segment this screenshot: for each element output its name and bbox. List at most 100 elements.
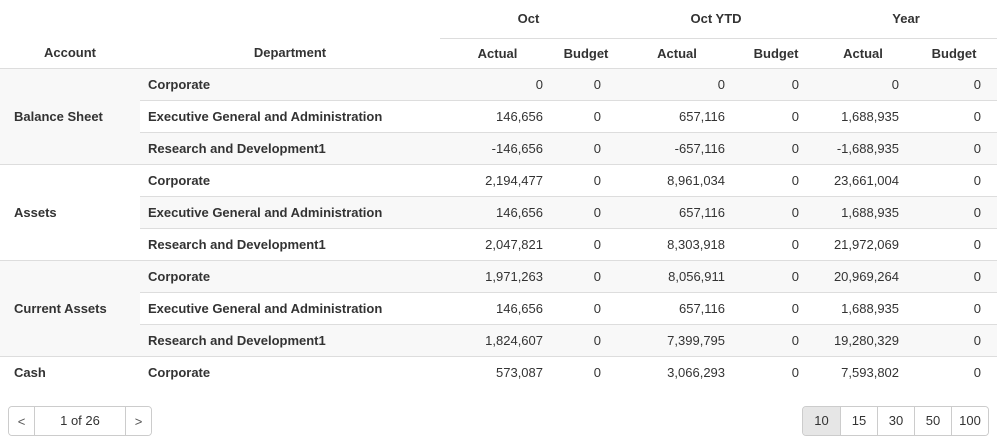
value-cell: -146,656 — [440, 131, 555, 164]
account-cell: Assets — [0, 163, 140, 260]
value-cell: 1,824,607 — [440, 323, 555, 356]
column-group-row: Oct Oct YTD Year — [0, 0, 997, 39]
value-cell: 2,194,477 — [440, 163, 555, 196]
value-cell: 2,047,821 — [440, 227, 555, 260]
column-header-oct-budget: Budget — [555, 38, 618, 69]
page-size-button-50[interactable]: 50 — [914, 407, 951, 435]
column-group-spacer — [0, 0, 440, 38]
account-cell: Cash — [0, 355, 140, 388]
value-cell: 0 — [911, 323, 997, 356]
column-group-oct-ytd: Oct YTD — [617, 0, 816, 39]
value-cell: 23,661,004 — [815, 163, 912, 196]
value-cell: 7,593,802 — [815, 355, 912, 388]
chevron-right-icon: > — [134, 413, 143, 429]
value-cell: 3,066,293 — [617, 355, 738, 388]
value-cell: 0 — [911, 355, 997, 388]
value-cell: 0 — [737, 99, 816, 132]
value-cell: 0 — [555, 227, 618, 260]
value-cell: 1,688,935 — [815, 195, 912, 228]
department-cell: Executive General and Administration — [140, 195, 440, 228]
value-cell: 0 — [911, 163, 997, 196]
value-cell: 0 — [911, 67, 997, 100]
value-cell: 0 — [737, 195, 816, 228]
value-cell: 0 — [555, 131, 618, 164]
value-cell: 0 — [911, 259, 997, 292]
value-cell: 146,656 — [440, 195, 555, 228]
value-cell: 0 — [555, 163, 618, 196]
value-cell: 1,688,935 — [815, 99, 912, 132]
value-cell: 0 — [737, 259, 816, 292]
value-cell: 0 — [617, 67, 738, 100]
value-cell: 657,116 — [617, 195, 738, 228]
table-row[interactable]: Assets Corporate 2,194,477 0 8,961,034 0 23,66… — [0, 163, 997, 260]
value-cell: -657,116 — [617, 131, 738, 164]
table-header: Oct Oct YTD Year Account Department Actu… — [0, 0, 997, 69]
value-cell: 0 — [555, 195, 618, 228]
value-cell: 0 — [737, 227, 816, 260]
table-row[interactable]: Executive General and Administration 146,… — [0, 195, 997, 228]
value-cell: 0 — [737, 131, 816, 164]
page-size-group: 10 15 30 50 100 — [802, 406, 989, 436]
value-cell: 0 — [911, 131, 997, 164]
value-cell: 0 — [555, 323, 618, 356]
table-row[interactable]: Executive General and Administration 146,… — [0, 291, 997, 324]
pager: < 1 of 26 > — [8, 406, 152, 436]
value-cell: 8,961,034 — [617, 163, 738, 196]
table-row[interactable]: Cash Corporate 573,087 0 3,066,293 0 7,593,802… — [0, 355, 997, 388]
column-header-account: Account — [0, 38, 140, 69]
column-header-year-actual: Actual — [815, 38, 912, 69]
value-cell: 0 — [555, 259, 618, 292]
table-row[interactable]: Executive General and Administration 146,… — [0, 99, 997, 132]
value-cell: 0 — [815, 67, 912, 100]
table-row[interactable]: Research and Development1 1,824,607 0 7,399… — [0, 323, 997, 356]
department-cell: Executive General and Administration — [140, 291, 440, 324]
value-cell: 0 — [555, 99, 618, 132]
chevron-left-icon: < — [17, 413, 26, 429]
pager-label: 1 of 26 — [60, 413, 100, 428]
page-size-button-10[interactable]: 10 — [803, 407, 840, 435]
table-row[interactable]: Balance Sheet Corporate 0 0 0 0 0 0 — [0, 67, 997, 164]
page-size-button-30[interactable]: 30 — [877, 407, 914, 435]
value-cell: 0 — [737, 163, 816, 196]
column-header-year-budget: Budget — [911, 38, 997, 69]
table-row[interactable]: Research and Development1 2,047,821 0 8,303… — [0, 227, 997, 260]
value-cell: 8,056,911 — [617, 259, 738, 292]
value-cell: 146,656 — [440, 99, 555, 132]
financial-pivot-table: Oct Oct YTD Year Account Department Actu… — [0, 0, 997, 388]
department-cell: Research and Development1 — [140, 227, 440, 260]
department-cell: Corporate — [140, 259, 440, 292]
table-body: Balance Sheet Corporate 0 0 0 0 0 0 Executive Ge… — [0, 67, 997, 388]
value-cell: 0 — [911, 195, 997, 228]
table-row[interactable]: Research and Development1 -146,656 0 -657,1… — [0, 131, 997, 164]
department-cell: Corporate — [140, 67, 440, 100]
value-cell: 0 — [911, 227, 997, 260]
value-cell: 7,399,795 — [617, 323, 738, 356]
value-cell: 20,969,264 — [815, 259, 912, 292]
value-cell: 657,116 — [617, 291, 738, 324]
value-cell: 1,688,935 — [815, 291, 912, 324]
department-cell: Research and Development1 — [140, 323, 440, 356]
value-cell: 0 — [737, 323, 816, 356]
page-size-button-15[interactable]: 15 — [840, 407, 877, 435]
value-cell: 0 — [911, 99, 997, 132]
pager-bar: < 1 of 26 > 10 15 30 50 100 — [0, 406, 997, 436]
column-group-oct: Oct — [440, 0, 618, 39]
department-cell: Research and Development1 — [140, 131, 440, 164]
column-header-row: Account Department Actual Budget Actual … — [0, 38, 997, 69]
value-cell: 8,303,918 — [617, 227, 738, 260]
page-size-button-100[interactable]: 100 — [951, 407, 988, 435]
table-row[interactable]: Current Assets Corporate 1,971,263 0 8,056,9… — [0, 259, 997, 356]
value-cell: 657,116 — [617, 99, 738, 132]
value-cell: 0 — [555, 291, 618, 324]
value-cell: 1,971,263 — [440, 259, 555, 292]
department-cell: Corporate — [140, 163, 440, 196]
pager-prev-button[interactable]: < — [9, 407, 35, 435]
value-cell: 0 — [440, 67, 555, 100]
value-cell: 146,656 — [440, 291, 555, 324]
column-header-oct-ytd-budget: Budget — [737, 38, 816, 69]
value-cell: 573,087 — [440, 355, 555, 388]
pager-next-button[interactable]: > — [125, 407, 151, 435]
value-cell: 0 — [555, 67, 618, 100]
department-cell: Corporate — [140, 355, 440, 388]
